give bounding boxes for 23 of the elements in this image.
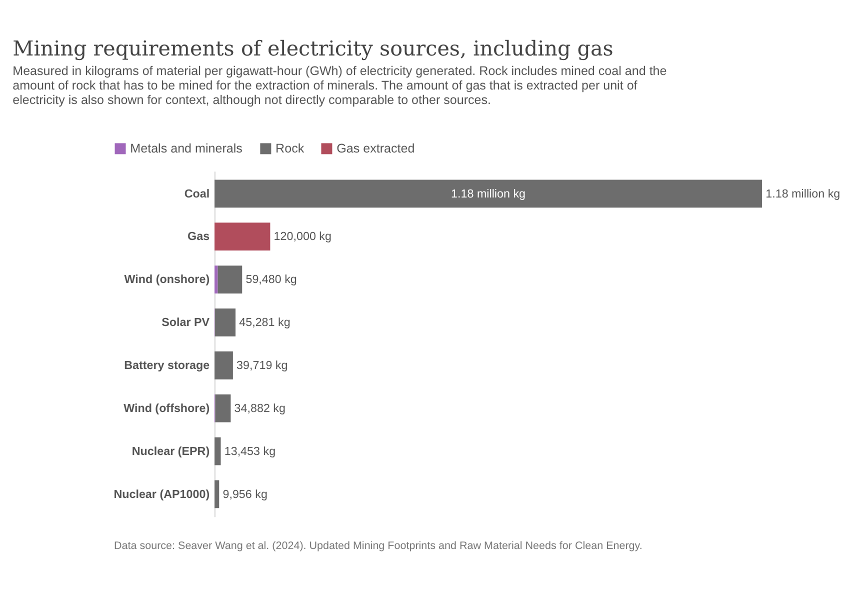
- total-label: 34,882 kg: [234, 402, 286, 415]
- total-label: 9,956 kg: [222, 488, 268, 501]
- y-tick-label: Nuclear (AP1000): [114, 488, 210, 501]
- total-label: 45,281 kg: [239, 316, 290, 330]
- data-label: 1.18 million kg: [451, 187, 526, 200]
- legend-label: Gas extracted: [336, 141, 415, 156]
- y-tick-label: Battery storage: [124, 358, 210, 372]
- chart-subtitle: Measured in kilograms of material per gigawatt-hour (GWh) of electricity generated. Rock includes mined coal and the amount of rock that has to be mined for the extraction of minerals. The amount of gas that is extracted per unit of electricity is also shown for context, although not directly comparable to other sources.: [12, 64, 667, 107]
- legend-label: Metals and minerals: [130, 141, 242, 156]
- y-tick-label: Gas: [188, 230, 210, 244]
- total-label: 1.18 million kg: [766, 187, 840, 200]
- total-label: 59,480 kg: [246, 273, 297, 286]
- legend-label: Rock: [276, 141, 305, 156]
- source-note: Data source: Seaver Wang et al. (2024). Updated Mining Footprints and Raw Material Needs for Clean Energy.: [114, 540, 642, 552]
- y-tick-label: Nuclear (EPR): [132, 444, 210, 458]
- total-label: 39,719 kg: [236, 358, 288, 372]
- total-label: 13,453 kg: [224, 444, 276, 458]
- chart-title: Mining requirements of electricity sources, including gas: [12, 36, 614, 60]
- total-label: 120,000 kg: [274, 230, 332, 244]
- y-tick-label: Coal: [184, 187, 210, 200]
- y-tick-label: Solar PV: [162, 316, 210, 330]
- y-tick-label: Wind (onshore): [124, 273, 210, 286]
- y-tick-label: Wind (offshore): [124, 402, 210, 415]
